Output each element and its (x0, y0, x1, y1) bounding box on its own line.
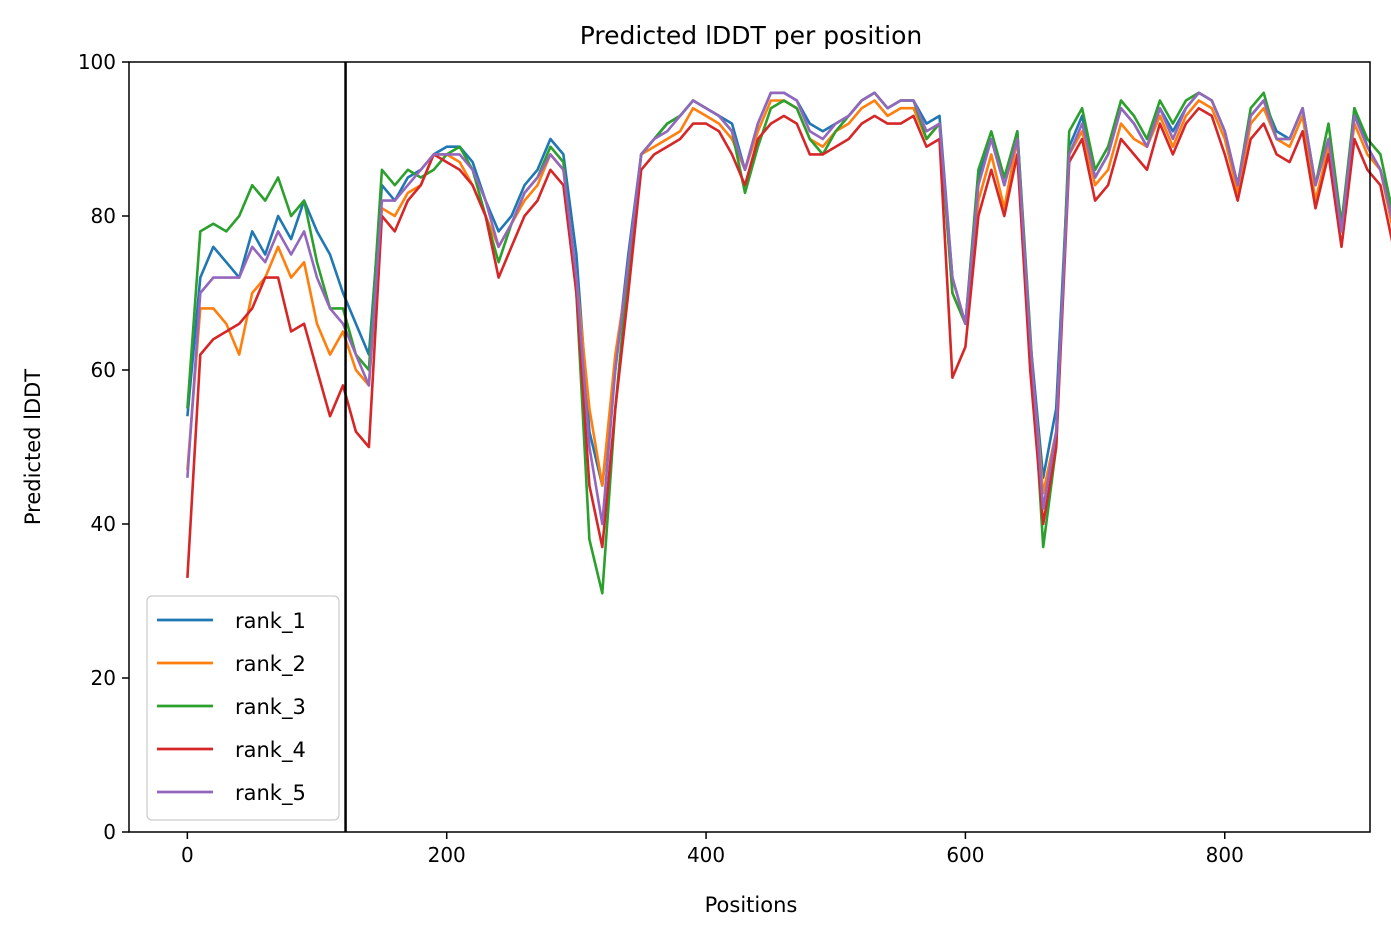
series-line-rank-4 (186, 106, 1391, 578)
legend-label-rank-2: rank_2 (235, 652, 306, 677)
series-line-rank-5 (186, 91, 1391, 526)
y-tick-label: 0 (103, 820, 116, 844)
legend-label-rank-5: rank_5 (235, 781, 306, 806)
y-tick-label: 60 (91, 358, 116, 382)
x-tick-label: 600 (946, 843, 984, 867)
legend-label-rank-3: rank_3 (235, 695, 306, 720)
x-tick-label: 800 (1206, 843, 1244, 867)
legend-label-rank-1: rank_1 (235, 609, 306, 634)
y-tick-label: 40 (91, 512, 116, 536)
legend-box (146, 595, 340, 821)
plot-area (186, 62, 1391, 832)
legend: rank_1 rank_2 rank_3 rank_4 rank_5 (146, 595, 340, 821)
x-axis-ticks: 0 200 400 600 800 (181, 832, 1244, 867)
x-tick-label: 200 (428, 843, 466, 867)
chart-title: Predicted lDDT per position (580, 21, 922, 50)
y-tick-label: 100 (78, 50, 116, 74)
x-tick-label: 400 (687, 843, 725, 867)
y-axis-ticks: 0 20 40 60 80 100 (78, 50, 129, 844)
y-tick-label: 80 (91, 204, 116, 228)
y-axis-title: Predicted lDDT (21, 369, 45, 525)
y-tick-label: 20 (91, 666, 116, 690)
legend-label-rank-4: rank_4 (235, 738, 306, 763)
axes-frame (128, 61, 1371, 833)
x-tick-label: 0 (181, 843, 194, 867)
x-axis-title: Positions (705, 893, 798, 917)
